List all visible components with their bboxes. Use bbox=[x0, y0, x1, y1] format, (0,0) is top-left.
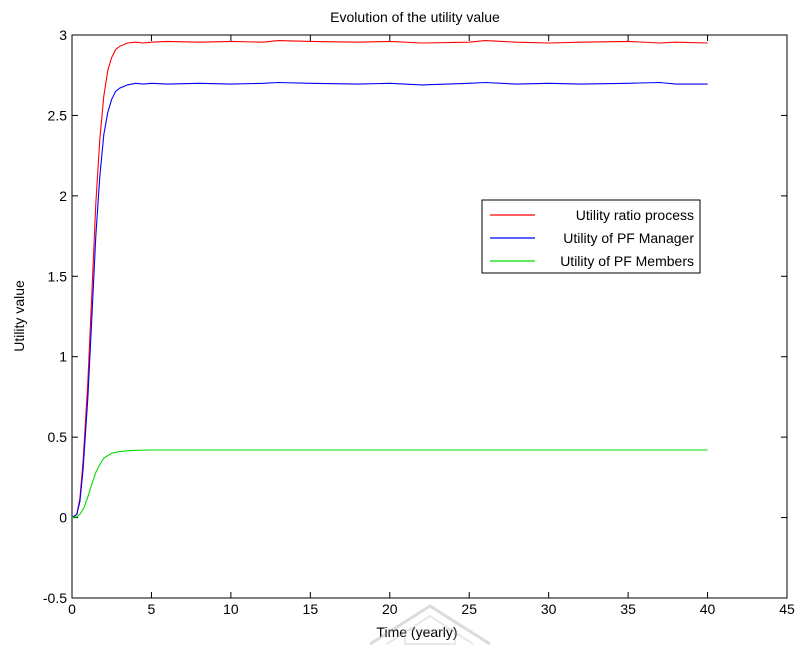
x-tick-label: 45 bbox=[779, 601, 795, 617]
y-tick-label: 1 bbox=[59, 349, 67, 365]
x-tick-label: 5 bbox=[148, 601, 156, 617]
y-axis-label: Utility value bbox=[11, 280, 27, 352]
series-line-utility-of-pf-members bbox=[71, 449, 708, 519]
y-tick-label: 3 bbox=[59, 27, 67, 43]
watermark-seal bbox=[369, 604, 491, 645]
y-tick-label: -0.5 bbox=[43, 590, 67, 606]
x-tick-label: 0 bbox=[68, 601, 76, 617]
plot-area-frame bbox=[71, 34, 788, 599]
x-axis-label: Time (yearly) bbox=[376, 624, 457, 640]
chart-title: Evolution of the utility value bbox=[330, 9, 500, 25]
x-tick-label: 15 bbox=[303, 601, 319, 617]
legend: Utility ratio process Utility of PF Manag… bbox=[481, 199, 701, 274]
x-tick-label: 10 bbox=[223, 601, 239, 617]
x-tick-label: 25 bbox=[461, 601, 477, 617]
x-tick-label: 30 bbox=[541, 601, 557, 617]
axis-ticks: 0 5 10 15 20 25 30 35 40 45-0.500.511.522.53 bbox=[43, 27, 795, 617]
legend-label-utility-of-pf-manager: Utility of PF Manager bbox=[563, 230, 694, 246]
y-tick-label: 0.5 bbox=[48, 429, 68, 445]
y-tick-label: 2 bbox=[59, 188, 67, 204]
series-line-utility-ratio-process bbox=[71, 40, 708, 519]
series-line-utility-of-pf-manager bbox=[71, 81, 708, 519]
legend-label-utility-of-pf-members: Utility of PF Members bbox=[560, 253, 694, 269]
y-tick-label: 0 bbox=[59, 510, 67, 526]
series-lines bbox=[71, 40, 708, 519]
y-tick-label: 2.5 bbox=[48, 107, 68, 123]
x-tick-label: 40 bbox=[700, 601, 716, 617]
x-tick-label: 20 bbox=[382, 601, 398, 617]
x-tick-label: 35 bbox=[620, 601, 636, 617]
y-tick-label: 1.5 bbox=[48, 268, 68, 284]
legend-label-utility-ratio-process: Utility ratio process bbox=[576, 207, 694, 223]
